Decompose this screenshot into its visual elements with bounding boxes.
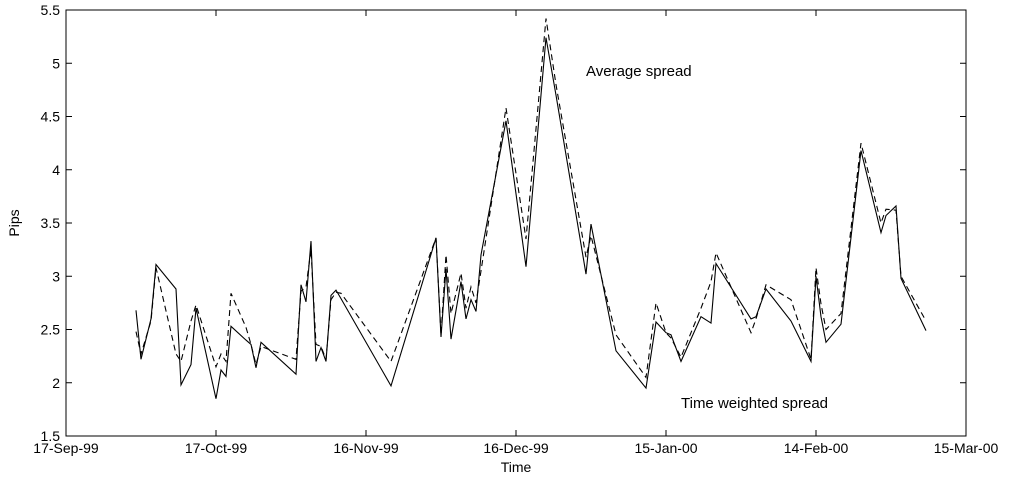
axis-ticks: 17-Sep-99 17-Oct-99 16-Nov-99 16-Dec-99 15-J… <box>33 2 998 456</box>
plot-frame <box>65 9 967 437</box>
series-group <box>135 18 927 399</box>
y-tick-label: 5 <box>52 55 60 71</box>
x-axis-title: Time <box>501 459 532 475</box>
y-tick-label: 1.5 <box>41 428 61 444</box>
y-tick-label: 5.5 <box>41 2 61 18</box>
x-tick-label: 14-Feb-00 <box>784 440 849 456</box>
series-line-dashed <box>135 18 927 379</box>
series-line-solid <box>135 37 927 399</box>
x-tick-label: 15-Jan-00 <box>634 440 697 456</box>
annotation-time-weighted-spread: Time weighted spread <box>681 395 828 412</box>
x-tick-label: 15-Mar-00 <box>934 440 999 456</box>
x-tick-label: 16-Nov-99 <box>333 440 399 456</box>
x-tick-label: 16-Dec-99 <box>483 440 549 456</box>
x-tick-label: 17-Sep-99 <box>33 440 99 456</box>
x-tick-label: 17-Oct-99 <box>185 440 247 456</box>
y-tick-label: 3 <box>52 268 60 284</box>
y-tick-label: 3.5 <box>41 215 61 231</box>
y-tick-label: 2.5 <box>41 322 61 338</box>
y-tick-label: 4 <box>52 162 60 178</box>
annotation-average-spread: Average spread <box>586 63 692 80</box>
y-tick-label: 4.5 <box>41 109 61 125</box>
y-axis-title: Pips <box>6 209 22 236</box>
y-tick-label: 2 <box>52 375 60 391</box>
